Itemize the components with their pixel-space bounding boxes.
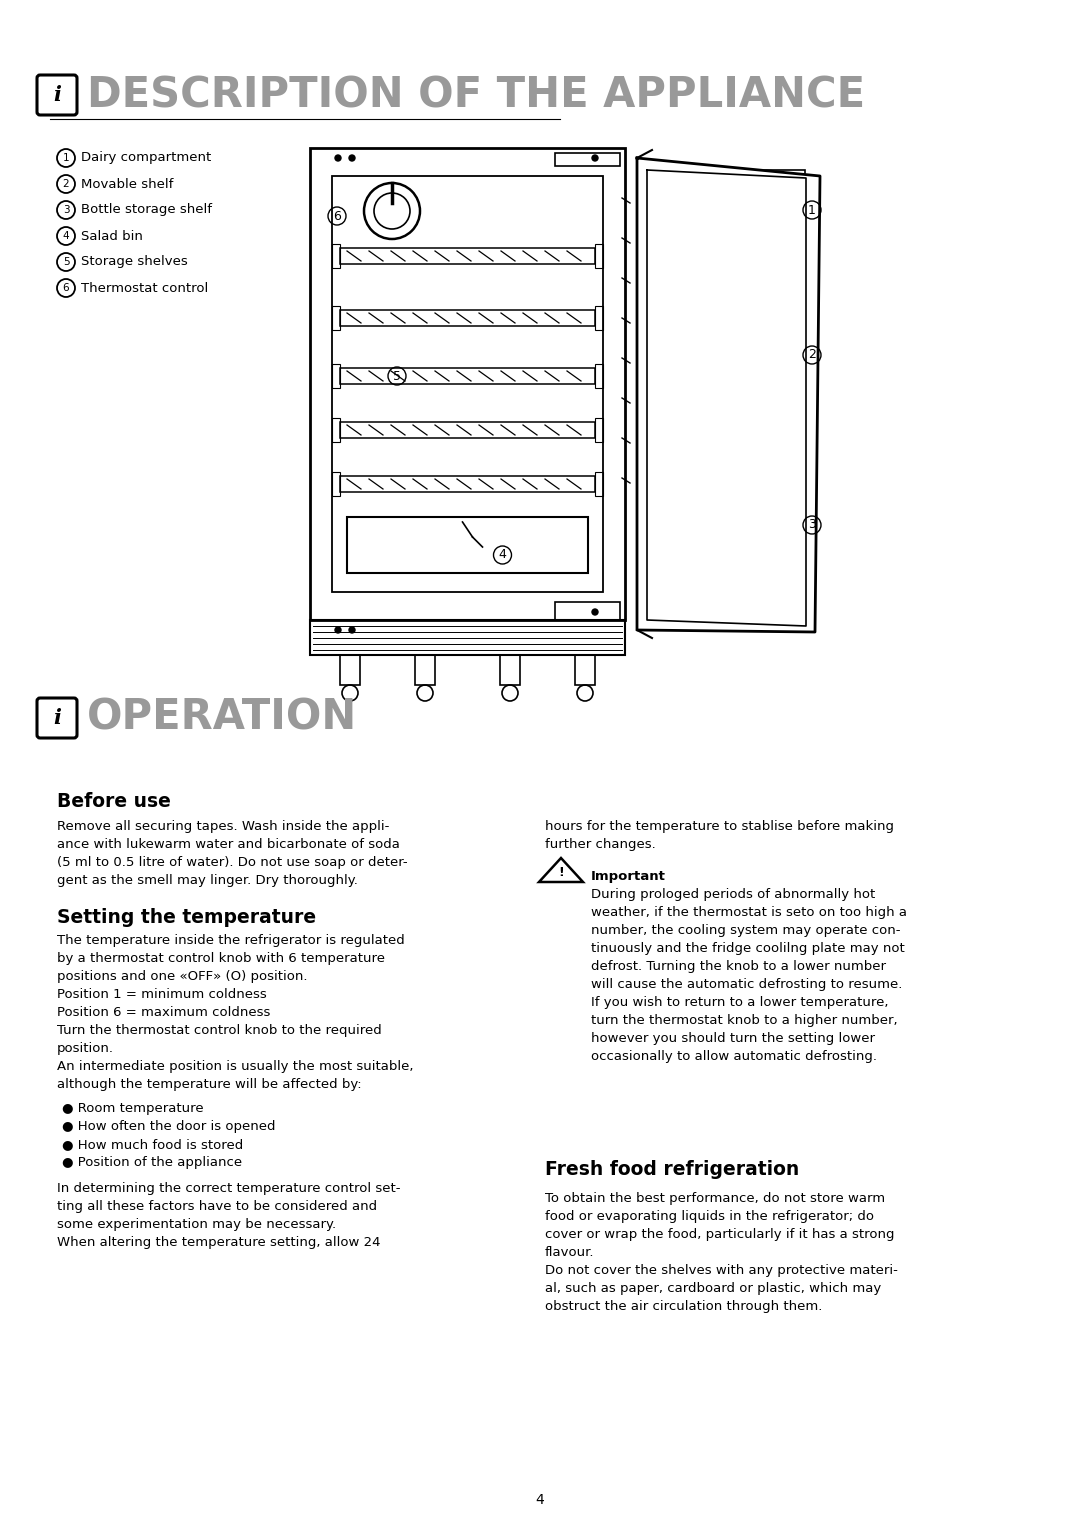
- Polygon shape: [647, 169, 806, 626]
- Text: 5: 5: [63, 257, 69, 267]
- Circle shape: [335, 156, 341, 160]
- Text: Fresh food refrigeration: Fresh food refrigeration: [545, 1161, 799, 1179]
- Bar: [340, 310, 595, 325]
- Text: 4: 4: [536, 1493, 544, 1507]
- Polygon shape: [539, 858, 583, 883]
- Text: 3: 3: [63, 205, 69, 215]
- FancyBboxPatch shape: [37, 75, 77, 115]
- Bar: [310, 620, 625, 655]
- Bar: [340, 476, 595, 492]
- Bar: [595, 472, 603, 496]
- Text: In determining the correct temperature control set-
ting all these factors have : In determining the correct temperature c…: [57, 1182, 401, 1249]
- Bar: [595, 244, 603, 269]
- Text: Dairy compartment: Dairy compartment: [81, 151, 212, 165]
- Text: Important: Important: [591, 870, 666, 883]
- Bar: [647, 295, 805, 415]
- Circle shape: [349, 628, 355, 634]
- Circle shape: [349, 156, 355, 160]
- Polygon shape: [637, 157, 820, 632]
- Text: Setting the temperature: Setting the temperature: [57, 909, 316, 927]
- Text: To obtain the best performance, do not store warm
food or evaporating liquids in: To obtain the best performance, do not s…: [545, 1193, 897, 1313]
- Text: hours for the temperature to stablise before making
further changes.: hours for the temperature to stablise be…: [545, 820, 894, 851]
- Text: 1: 1: [63, 153, 69, 163]
- Text: OPERATION: OPERATION: [87, 696, 357, 739]
- Bar: [415, 655, 435, 686]
- Text: 4: 4: [499, 548, 507, 562]
- Text: 2: 2: [63, 179, 69, 189]
- Bar: [310, 148, 625, 620]
- Text: Bottle storage shelf: Bottle storage shelf: [81, 203, 212, 217]
- Text: !: !: [558, 866, 564, 878]
- Text: Thermostat control: Thermostat control: [81, 281, 208, 295]
- Text: 2: 2: [808, 348, 815, 362]
- Bar: [332, 176, 603, 592]
- Text: Salad bin: Salad bin: [81, 229, 143, 243]
- Text: ● Position of the appliance: ● Position of the appliance: [62, 1156, 242, 1170]
- Bar: [575, 655, 595, 686]
- Bar: [595, 363, 603, 388]
- Text: 5: 5: [393, 370, 401, 382]
- Text: i: i: [53, 709, 60, 728]
- Bar: [347, 518, 588, 573]
- FancyBboxPatch shape: [37, 698, 77, 738]
- Text: Storage shelves: Storage shelves: [81, 255, 188, 269]
- Bar: [647, 169, 805, 279]
- Bar: [332, 418, 340, 441]
- Circle shape: [592, 609, 598, 615]
- Circle shape: [335, 628, 341, 634]
- Text: Before use: Before use: [57, 793, 171, 811]
- Text: i: i: [53, 86, 60, 105]
- Text: 1: 1: [808, 203, 815, 217]
- Bar: [500, 655, 519, 686]
- Circle shape: [592, 156, 598, 160]
- Text: Movable shelf: Movable shelf: [81, 177, 174, 191]
- Bar: [332, 305, 340, 330]
- Text: The temperature inside the refrigerator is regulated
by a thermostat control kno: The temperature inside the refrigerator …: [57, 935, 414, 1090]
- Bar: [340, 247, 595, 264]
- Text: DESCRIPTION OF THE APPLIANCE: DESCRIPTION OF THE APPLIANCE: [87, 73, 865, 116]
- Text: Remove all securing tapes. Wash inside the appli-
ance with lukewarm water and b: Remove all securing tapes. Wash inside t…: [57, 820, 407, 887]
- Text: 6: 6: [63, 282, 69, 293]
- Bar: [555, 153, 620, 166]
- Bar: [332, 472, 340, 496]
- Text: During prologed periods of abnormally hot
weather, if the thermostat is seto on : During prologed periods of abnormally ho…: [591, 889, 907, 1063]
- Bar: [555, 602, 620, 620]
- Bar: [595, 305, 603, 330]
- Text: ● Room temperature: ● Room temperature: [62, 1102, 204, 1115]
- Bar: [647, 431, 805, 620]
- Bar: [340, 368, 595, 383]
- Text: ● How often the door is opened: ● How often the door is opened: [62, 1119, 275, 1133]
- Text: 3: 3: [808, 519, 815, 531]
- Bar: [340, 655, 360, 686]
- Text: 4: 4: [63, 231, 69, 241]
- Bar: [332, 244, 340, 269]
- Text: ● How much food is stored: ● How much food is stored: [62, 1138, 243, 1151]
- Bar: [595, 418, 603, 441]
- Text: 6: 6: [333, 209, 341, 223]
- Bar: [340, 421, 595, 438]
- Bar: [332, 363, 340, 388]
